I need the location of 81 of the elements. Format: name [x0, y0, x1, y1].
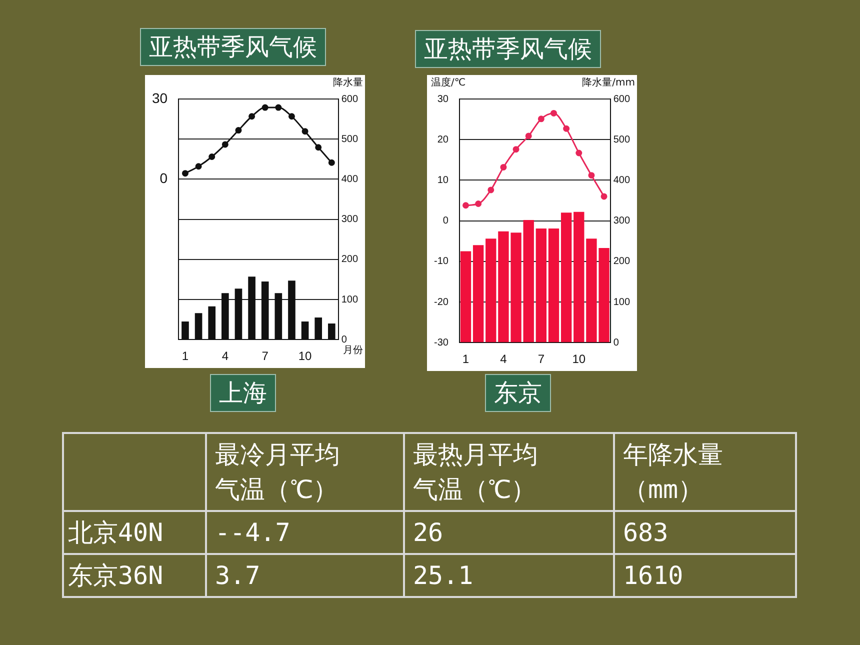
y2-tick-label: 400	[613, 174, 630, 186]
text: 683	[623, 518, 668, 547]
y-tick-label: 10	[437, 174, 449, 186]
y2-tick-label: 400	[341, 174, 358, 185]
point	[262, 104, 268, 111]
point	[195, 163, 202, 170]
y2-tick-label: 200	[613, 256, 630, 268]
y2-tick-label: 600	[341, 94, 358, 105]
text: 1610	[623, 561, 684, 590]
text: 东京	[485, 374, 551, 412]
chart-title: 亚热带季风气候	[140, 28, 326, 66]
point	[576, 150, 582, 156]
text: --4.7	[215, 518, 290, 547]
y-tick-label: 30	[152, 90, 168, 106]
point	[500, 164, 507, 170]
point	[288, 113, 295, 120]
y2-tick-label: 200	[341, 254, 358, 266]
x-tick-label: 7	[538, 352, 545, 366]
x-tick-label: 1	[462, 352, 470, 366]
point	[315, 144, 322, 151]
x-tick-label: 4	[500, 352, 508, 366]
chart-title: 亚热带季风气候	[415, 30, 601, 68]
y2-tick-label: 100	[341, 294, 358, 306]
y2-tick-label: 100	[613, 296, 630, 308]
bar	[574, 212, 584, 342]
x-axis-title: 月份	[343, 345, 363, 356]
y-tick-label: -20	[434, 296, 449, 308]
bar	[523, 220, 534, 342]
y2-tick-label: 300	[613, 216, 630, 227]
x-tick-label: 10	[572, 352, 586, 366]
x-tick-label: 1	[182, 349, 189, 364]
category-label: 最冷月平均气温（℃）	[215, 439, 341, 506]
text: 上海	[210, 374, 276, 412]
bar	[560, 212, 572, 342]
y-tick-label: -10	[434, 256, 449, 268]
point	[538, 116, 544, 122]
point	[525, 132, 532, 140]
category-label: 年降水量（mm）	[623, 439, 724, 506]
y2-tick-label: 0	[341, 334, 348, 346]
text: 25.1	[413, 561, 474, 590]
point	[563, 125, 570, 132]
y2-tick-label: 500	[341, 134, 358, 145]
point	[600, 193, 608, 200]
category-label: 东京36N	[68, 561, 164, 590]
point	[588, 172, 595, 179]
bar	[486, 238, 496, 342]
text: 26	[413, 518, 444, 547]
bar	[536, 228, 547, 342]
point	[462, 202, 469, 209]
y-tick-label: 0	[442, 216, 449, 227]
y-tick-label: 30	[437, 94, 449, 105]
y-tick-label: -30	[434, 337, 449, 348]
text: 3.7	[215, 561, 260, 590]
point	[235, 127, 242, 134]
x-tick-label: 10	[298, 349, 312, 364]
y2-axis-title: 降水量/mm	[582, 76, 635, 89]
x-tick-label: 7	[262, 349, 269, 364]
point	[328, 159, 335, 166]
bar	[460, 251, 472, 342]
point	[302, 128, 308, 135]
point	[275, 104, 282, 111]
y-axis-title: 温度/℃	[431, 76, 466, 89]
point	[475, 200, 482, 207]
point	[488, 186, 494, 194]
point	[248, 113, 256, 120]
x-tick-label: 4	[222, 349, 229, 364]
point	[512, 146, 520, 153]
y2-tick-label: 300	[341, 214, 358, 226]
y2-tick-label: 0	[613, 337, 620, 348]
category-label: 北京40N	[68, 518, 164, 547]
y-tick-label: 20	[437, 134, 449, 146]
point	[182, 170, 188, 177]
point	[550, 110, 557, 116]
y2-tick-label: 500	[613, 134, 630, 146]
y2-tick-label: 600	[613, 94, 630, 105]
point	[208, 153, 216, 160]
bar	[472, 245, 484, 342]
point	[222, 141, 228, 148]
y2-axis-title: 降水量	[333, 76, 363, 89]
bar	[548, 228, 560, 342]
category-label: 最热月平均气温（℃）	[413, 439, 539, 506]
